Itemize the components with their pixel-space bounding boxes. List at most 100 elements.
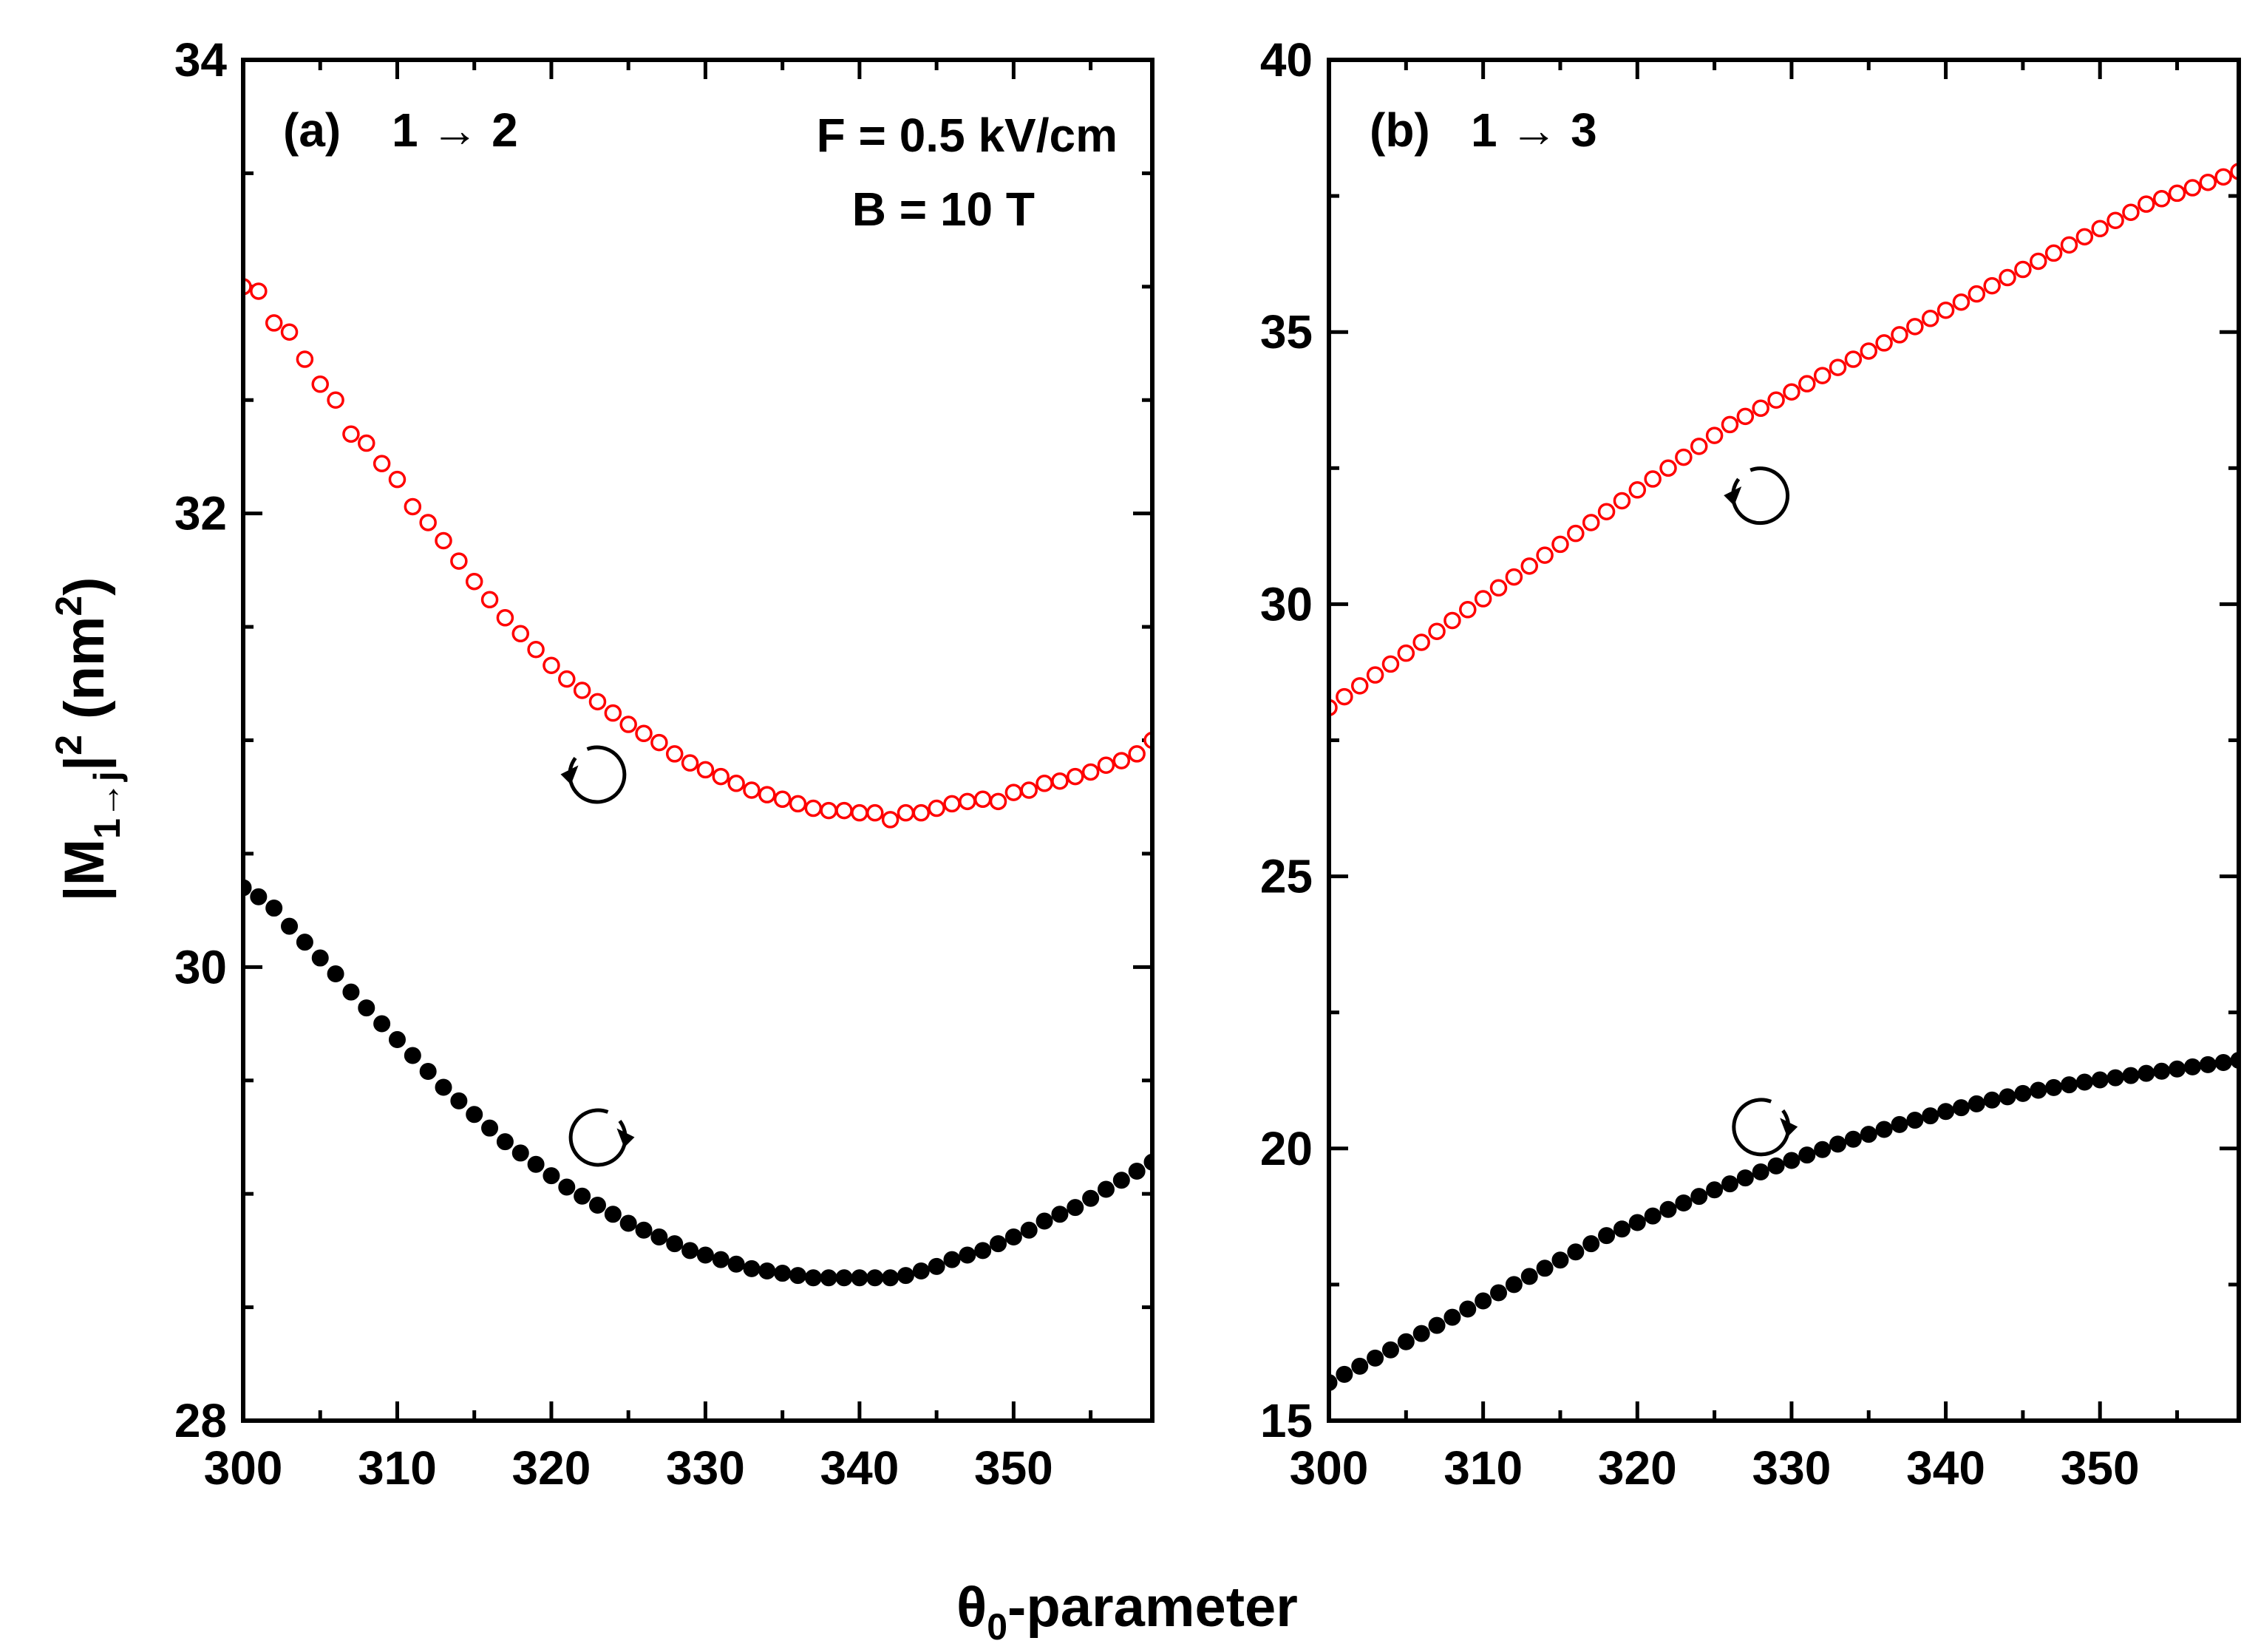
data-point-open bbox=[2183, 179, 2202, 197]
data-point-open bbox=[465, 572, 483, 591]
data-point-open bbox=[1983, 276, 2001, 295]
annotation-field: F = 0.5 kV/cm bbox=[817, 109, 1118, 162]
data-point-filled bbox=[265, 900, 283, 917]
data-point-filled bbox=[1783, 1152, 1800, 1169]
data-point-filled bbox=[2106, 1069, 2124, 1087]
counter-clockwise-arrow-icon bbox=[1724, 466, 1790, 526]
y-tick-label: 28 bbox=[174, 1394, 227, 1447]
data-point-filled bbox=[1475, 1292, 1492, 1310]
data-point-open bbox=[1999, 268, 2016, 287]
clockwise-arrow-icon bbox=[568, 1108, 635, 1167]
data-point-open bbox=[2014, 260, 2032, 279]
rotation-icons-b bbox=[1724, 466, 1798, 1157]
data-point-filled bbox=[774, 1265, 792, 1282]
data-point-open bbox=[1736, 407, 1755, 426]
data-point-open bbox=[1891, 326, 1908, 344]
data-point-filled bbox=[2153, 1062, 2171, 1080]
data-point-filled bbox=[1752, 1163, 1769, 1180]
x-tick-label: 350 bbox=[2061, 1441, 2140, 1495]
data-point-filled bbox=[2199, 1056, 2217, 1073]
data-point-filled bbox=[1860, 1126, 1877, 1143]
data-point-open bbox=[1690, 438, 1708, 455]
data-point-open bbox=[1567, 524, 1585, 543]
data-point-open bbox=[1783, 383, 1800, 401]
plot-frame-b bbox=[1327, 58, 2241, 1423]
data-point-open bbox=[342, 425, 360, 443]
data-point-filled bbox=[681, 1242, 699, 1260]
data-point-open bbox=[1613, 492, 1631, 510]
data-point-open bbox=[250, 282, 268, 300]
axes-ticks-b: 300 310 320 330 340 350 15 20 25 30 35 40 bbox=[1260, 33, 2239, 1495]
data-point-filled bbox=[1983, 1091, 2001, 1109]
data-point-filled bbox=[1829, 1135, 1847, 1153]
x-tick-label: 320 bbox=[1598, 1441, 1677, 1495]
annotation-magnetic: B = 10 T bbox=[852, 183, 1035, 236]
data-point-filled bbox=[650, 1228, 668, 1245]
icon-arc bbox=[1731, 466, 1790, 526]
data-point-filled bbox=[1675, 1194, 1693, 1211]
data-point-open bbox=[1428, 622, 1446, 640]
data-point-open bbox=[573, 681, 591, 699]
data-point-filled bbox=[758, 1262, 776, 1279]
data-point-filled bbox=[1443, 1308, 1461, 1326]
data-point-filled bbox=[588, 1197, 606, 1214]
x-axis-label: θ0-parameter bbox=[956, 1576, 1298, 1648]
data-point-open bbox=[619, 715, 637, 733]
data-point-open bbox=[311, 375, 329, 393]
data-point-open bbox=[650, 733, 668, 752]
data-point-open bbox=[280, 323, 299, 341]
data-point-open bbox=[604, 704, 622, 722]
data-point-filled bbox=[2045, 1078, 2063, 1096]
data-point-filled bbox=[2214, 1053, 2232, 1071]
data-point-open bbox=[1366, 666, 1384, 684]
data-point-filled bbox=[866, 1269, 884, 1287]
data-point-open bbox=[973, 790, 992, 809]
data-point-filled bbox=[1067, 1199, 1084, 1217]
data-point-open bbox=[820, 801, 837, 820]
data-point-open bbox=[1350, 677, 1369, 695]
data-point-open bbox=[928, 799, 945, 817]
data-point-filled bbox=[1505, 1276, 1523, 1294]
data-point-filled bbox=[327, 965, 344, 983]
x-tick-label: 340 bbox=[820, 1441, 900, 1495]
y-tick-label: 34 bbox=[174, 33, 228, 86]
data-point-open bbox=[635, 724, 653, 743]
data-point-open bbox=[1597, 503, 1616, 520]
data-point-filled bbox=[2030, 1081, 2047, 1099]
data-point-open bbox=[404, 497, 422, 516]
data-point-filled bbox=[1721, 1175, 1738, 1193]
data-point-filled bbox=[1844, 1130, 1862, 1148]
data-point-open bbox=[373, 455, 391, 472]
data-point-filled bbox=[404, 1047, 421, 1064]
data-point-open bbox=[1829, 358, 1847, 376]
data-point-filled bbox=[1937, 1103, 1955, 1121]
data-point-open bbox=[265, 314, 283, 332]
data-point-open bbox=[511, 625, 530, 643]
y-tick-label: 32 bbox=[174, 487, 227, 540]
data-point-filled bbox=[1659, 1200, 1677, 1218]
panel-a: 300 310 320 330 340 350 28 30 32 34 (a) 1 → 2 F =… bbox=[174, 33, 1154, 1495]
y-label-close: ) bbox=[53, 577, 116, 596]
icon-arrowhead bbox=[616, 1128, 635, 1148]
data-point-filled bbox=[1351, 1357, 1369, 1375]
data-point-filled bbox=[1999, 1088, 2016, 1106]
data-point-filled bbox=[1628, 1214, 1646, 1231]
data-point-filled bbox=[743, 1260, 761, 1277]
data-point-filled bbox=[1097, 1180, 1115, 1198]
data-point-open bbox=[419, 514, 437, 531]
data-point-filled bbox=[2183, 1058, 2201, 1075]
data-point-open bbox=[1397, 644, 1415, 662]
data-point-open bbox=[1798, 375, 1816, 392]
data-point-open bbox=[1721, 415, 1739, 434]
panel-label-b: (b) bbox=[1370, 103, 1430, 157]
data-point-filled bbox=[1412, 1325, 1430, 1342]
data-point-filled bbox=[1082, 1189, 1100, 1207]
data-point-open bbox=[327, 391, 344, 409]
data-point-filled bbox=[835, 1269, 853, 1287]
data-point-open bbox=[1675, 448, 1693, 466]
y-tick-label: 15 bbox=[1260, 1394, 1313, 1447]
data-point-open bbox=[1628, 481, 1647, 499]
data-point-filled bbox=[250, 888, 268, 905]
data-point-open bbox=[1443, 611, 1461, 630]
data-point-filled bbox=[558, 1178, 576, 1196]
